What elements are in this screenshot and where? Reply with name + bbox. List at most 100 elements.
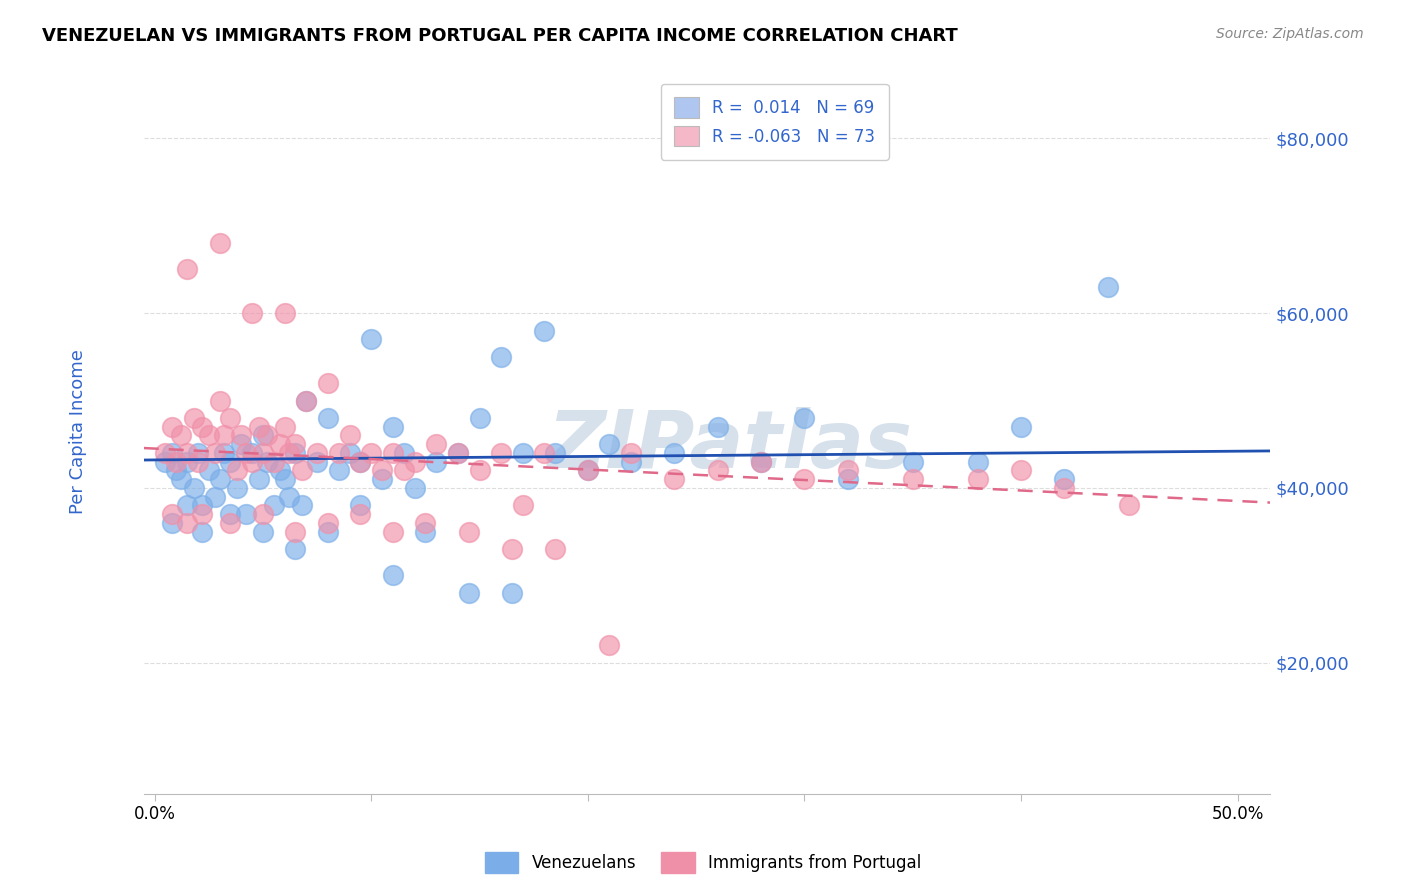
Point [425, 455, 447, 469]
Point [240, 446, 263, 460]
Point [291, 463, 314, 477]
Point [328, 463, 350, 477]
Point [371, 472, 394, 486]
Text: Source: ZipAtlas.com: Source: ZipAtlas.com [1216, 27, 1364, 41]
Point [231, 437, 253, 451]
Point [457, 524, 479, 539]
Point [273, 472, 295, 486]
Point [219, 507, 242, 521]
Point [284, 542, 307, 557]
Point [169, 428, 191, 442]
Point [468, 411, 491, 425]
Point [371, 463, 394, 477]
Point [598, 437, 620, 451]
Point [160, 507, 183, 521]
Point [291, 499, 314, 513]
Point [349, 455, 371, 469]
Point [191, 507, 214, 521]
Point [381, 524, 404, 539]
Text: Per Capita Income: Per Capita Income [69, 349, 87, 514]
Point [360, 332, 382, 346]
Point [176, 262, 198, 277]
Point [212, 428, 235, 442]
Point [155, 446, 177, 460]
Point [165, 455, 187, 469]
Point [305, 446, 328, 460]
Point [415, 524, 437, 539]
Point [240, 306, 263, 320]
Point [360, 446, 382, 460]
Point [901, 455, 924, 469]
Point [269, 463, 291, 477]
Point [1053, 481, 1076, 495]
Point [392, 463, 415, 477]
Point [191, 524, 214, 539]
Text: VENEZUELAN VS IMMIGRANTS FROM PORTUGAL PER CAPITA INCOME CORRELATION CHART: VENEZUELAN VS IMMIGRANTS FROM PORTUGAL P… [42, 27, 957, 45]
Text: ZIPatlas: ZIPatlas [547, 407, 912, 484]
Point [316, 516, 339, 530]
Point [1118, 499, 1140, 513]
Legend: R =  0.014   N = 69, R = -0.063   N = 73: R = 0.014 N = 69, R = -0.063 N = 73 [661, 84, 889, 160]
Point [620, 455, 643, 469]
Point [447, 446, 470, 460]
Point [339, 428, 361, 442]
Point [512, 499, 534, 513]
Point [240, 455, 263, 469]
Point [263, 455, 285, 469]
Point [339, 446, 361, 460]
Point [793, 472, 815, 486]
Point [183, 411, 205, 425]
Point [160, 516, 183, 530]
Point [349, 507, 371, 521]
Point [512, 446, 534, 460]
Point [155, 455, 177, 469]
Point [457, 585, 479, 599]
Point [191, 499, 214, 513]
Point [533, 324, 555, 338]
Point [187, 455, 209, 469]
Point [235, 507, 257, 521]
Point [349, 499, 371, 513]
Point [284, 524, 307, 539]
Point [269, 437, 291, 451]
Point [328, 446, 350, 460]
Point [235, 446, 257, 460]
Point [160, 446, 183, 460]
Legend: Venezuelans, Immigrants from Portugal: Venezuelans, Immigrants from Portugal [478, 846, 928, 880]
Point [219, 516, 242, 530]
Point [415, 516, 437, 530]
Point [381, 419, 404, 434]
Point [219, 411, 242, 425]
Point [273, 306, 295, 320]
Point [208, 472, 231, 486]
Point [901, 472, 924, 486]
Point [273, 419, 295, 434]
Point [576, 463, 599, 477]
Point [160, 419, 183, 434]
Point [392, 446, 415, 460]
Point [169, 472, 191, 486]
Point [208, 236, 231, 251]
Point [489, 446, 512, 460]
Point [204, 490, 226, 504]
Point [1010, 463, 1032, 477]
Point [837, 463, 859, 477]
Point [176, 446, 198, 460]
Point [489, 350, 512, 364]
Point [247, 472, 270, 486]
Point [263, 499, 285, 513]
Point [165, 463, 187, 477]
Point [305, 455, 328, 469]
Point [183, 481, 205, 495]
Point [176, 455, 198, 469]
Point [219, 455, 242, 469]
Point [252, 507, 274, 521]
Point [212, 446, 235, 460]
Point [277, 490, 299, 504]
Point [316, 524, 339, 539]
Point [544, 446, 567, 460]
Point [349, 455, 371, 469]
Point [501, 542, 523, 557]
Point [793, 411, 815, 425]
Point [1010, 419, 1032, 434]
